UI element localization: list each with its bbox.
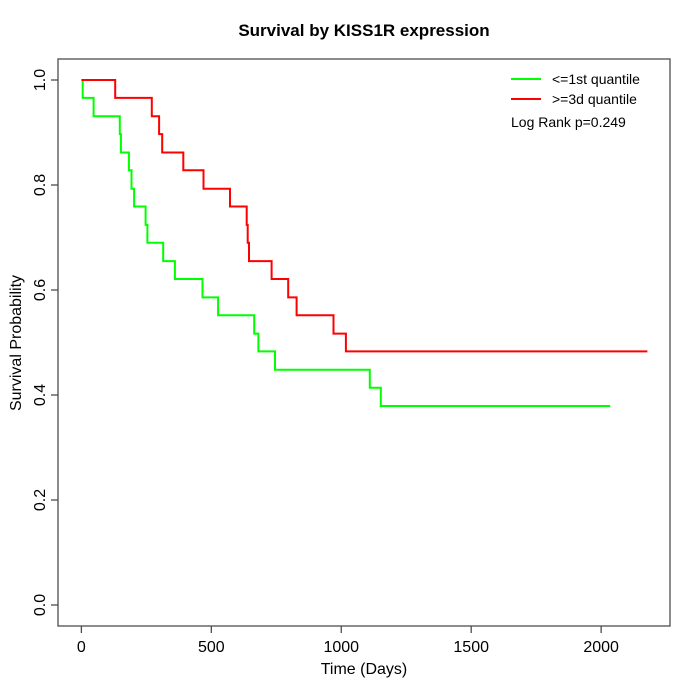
y-axis-tick-label: 0.6 — [32, 279, 49, 301]
logrank-pvalue: Log Rank p=0.249 — [511, 114, 626, 130]
km-curve-low-quantile — [81, 79, 611, 407]
legend-line-low-quantile-icon — [511, 78, 541, 80]
x-axis-tick-label: 500 — [198, 639, 225, 656]
km-curve-high-quantile — [81, 79, 648, 353]
x-axis-tick-label: 0 — [77, 639, 86, 656]
y-axis-tick-label: 1.0 — [32, 69, 49, 91]
x-axis-tick-label: 1000 — [323, 639, 359, 656]
legend-label-high-quantile: >=3d quantile — [552, 91, 637, 107]
legend-item-high-quantile: >=3d quantile — [511, 89, 640, 109]
x-axis-tick-label: 2000 — [583, 639, 619, 656]
x-axis-tick-label: 1500 — [453, 639, 489, 656]
plot-border — [57, 58, 671, 627]
y-axis-tick-label: 0.4 — [32, 384, 49, 406]
y-axis-tick-label: 0.2 — [32, 489, 49, 511]
legend-label-low-quantile: <=1st quantile — [552, 71, 640, 87]
y-axis-tick-label: 0.8 — [32, 174, 49, 196]
legend: <=1st quantile >=3d quantile Log Rank p=… — [511, 69, 640, 130]
chart-title: Survival by KISS1R expression — [238, 21, 490, 40]
y-axis-tick-label: 0.0 — [32, 594, 49, 616]
legend-item-low-quantile: <=1st quantile — [511, 69, 640, 89]
legend-line-high-quantile-icon — [511, 98, 541, 100]
x-axis-title: Time (Days) — [320, 661, 408, 678]
